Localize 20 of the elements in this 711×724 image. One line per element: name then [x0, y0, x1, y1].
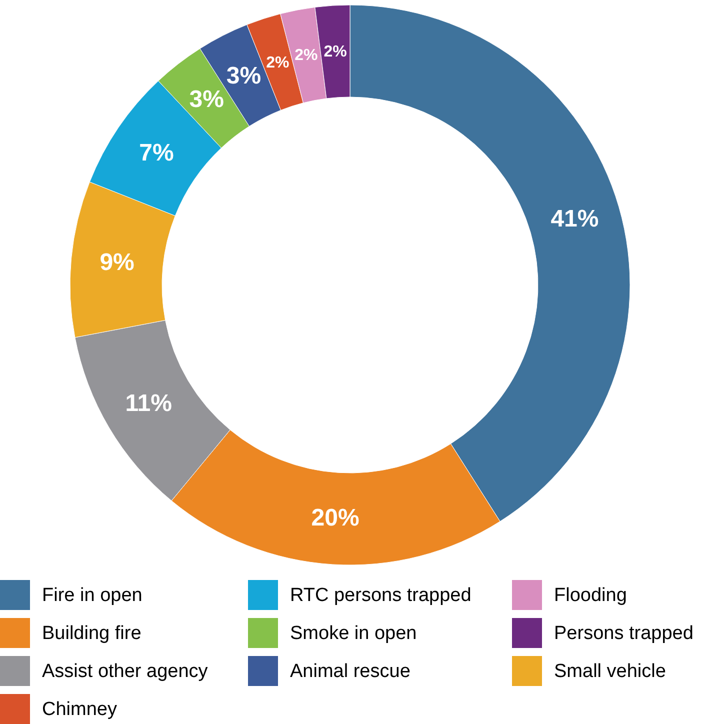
- legend-label: Flooding: [554, 585, 627, 606]
- legend-label: Fire in open: [42, 585, 142, 606]
- data-label: 20%: [311, 504, 360, 532]
- data-label: 2%: [324, 43, 347, 60]
- legend-label: Building fire: [42, 623, 142, 644]
- data-label: 3%: [189, 86, 224, 114]
- legend-label: Persons trapped: [554, 623, 694, 644]
- data-label: 11%: [125, 390, 172, 418]
- legend-label: Assist other agency: [42, 661, 208, 682]
- data-label: 7%: [139, 139, 174, 166]
- legend-label: Small vehicle: [554, 661, 666, 682]
- legend-label: Animal rescue: [290, 661, 410, 682]
- data-label: 2%: [266, 54, 290, 72]
- legend-label: RTC persons trapped: [290, 585, 472, 606]
- legend-label: Smoke in open: [290, 623, 417, 644]
- data-label: 41%: [550, 206, 599, 233]
- legend-label: Chimney: [42, 699, 118, 720]
- data-label: 3%: [226, 62, 262, 90]
- data-label: 9%: [100, 248, 134, 276]
- data-label: 2%: [294, 47, 318, 64]
